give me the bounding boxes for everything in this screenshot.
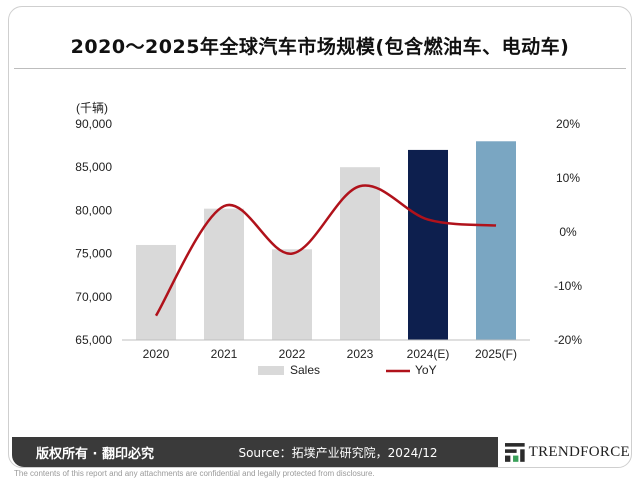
y2-tick-label: 10% xyxy=(556,171,580,185)
y2-tick-label: -20% xyxy=(554,333,582,347)
y-tick-label: 85,000 xyxy=(75,160,112,174)
y-tick-label: 75,000 xyxy=(75,247,112,261)
sales-bar-2022 xyxy=(272,249,312,340)
page-title: 2020～2025年全球汽车市场规模(包含燃油车、电动车) xyxy=(70,36,570,58)
y2-tick-label: 0% xyxy=(559,225,577,239)
y-unit-label: (千辆) xyxy=(76,101,108,115)
legend-sales-swatch xyxy=(258,366,284,375)
brand-name: TRENDFORCE xyxy=(528,443,630,460)
trendforce-logo-icon xyxy=(505,443,525,462)
x-tick-label: 2024(E) xyxy=(407,347,450,361)
y2-tick-label: 20% xyxy=(556,117,580,131)
x-tick-label: 2020 xyxy=(143,347,170,361)
legend-sales-label: Sales xyxy=(290,363,320,377)
report-frame xyxy=(8,6,632,468)
copyright-label: 版权所有 · 翻印必究 xyxy=(12,437,178,467)
sales-bar-2025(F) xyxy=(476,141,516,340)
sales-bar-2021 xyxy=(204,208,244,340)
x-tick-label: 2023 xyxy=(347,347,374,361)
y-tick-label: 80,000 xyxy=(75,203,112,217)
disclaimer-text: The contents of this report and any atta… xyxy=(14,469,375,478)
y-tick-label: 70,000 xyxy=(75,290,112,304)
x-tick-label: 2021 xyxy=(211,347,238,361)
y-tick-label: 65,000 xyxy=(75,333,112,347)
yoy-line xyxy=(154,184,497,317)
title-divider xyxy=(14,68,626,69)
y-tick-label: 90,000 xyxy=(75,117,112,131)
brand-logo: TRENDFORCE xyxy=(505,438,630,466)
sales-bar-2023 xyxy=(340,167,380,340)
x-tick-label: 2025(F) xyxy=(475,347,517,361)
x-tick-label: 2022 xyxy=(279,347,306,361)
sales-bar-2020 xyxy=(136,244,176,340)
legend-yoy-label: YoY xyxy=(415,363,437,377)
y2-tick-label: -10% xyxy=(554,279,582,293)
sales-bar-2024(E) xyxy=(408,149,448,340)
source-label: Source：拓墣产业研究院，2024/12 xyxy=(178,437,498,467)
